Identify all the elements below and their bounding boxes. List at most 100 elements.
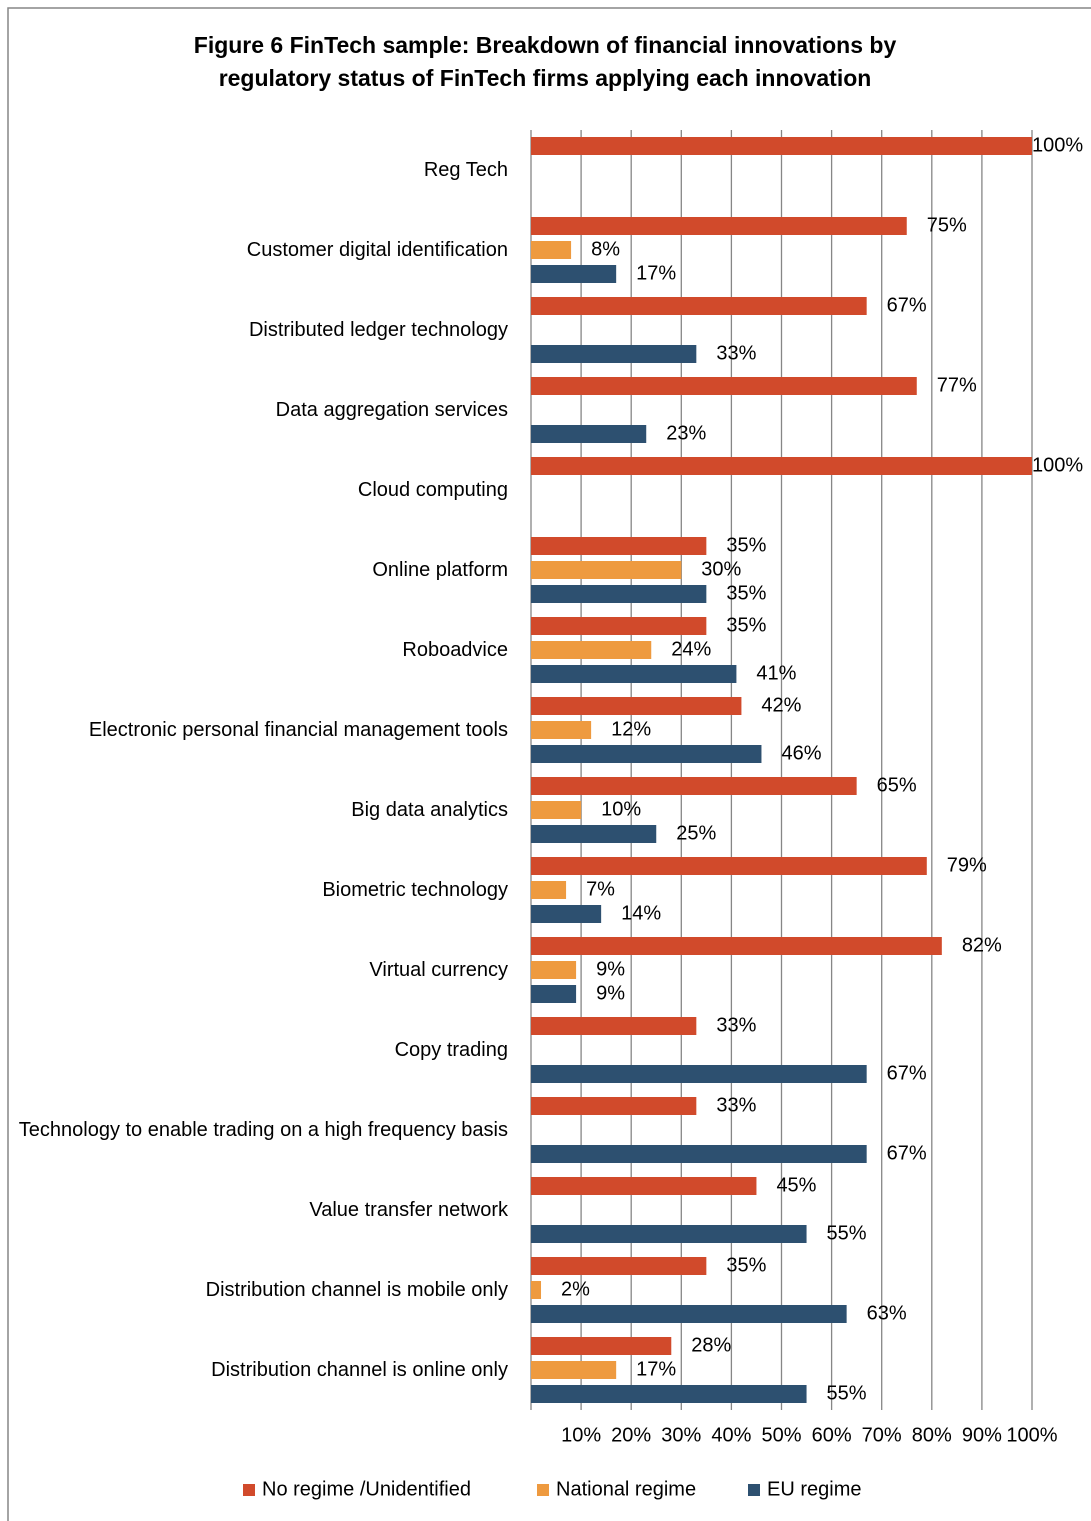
data-label: 10% <box>601 798 641 820</box>
category-label: Customer digital identification <box>246 239 508 261</box>
bar <box>531 345 697 363</box>
category-label: Copy trading <box>394 1039 508 1061</box>
data-label: 55% <box>827 1222 867 1244</box>
category-label: Distribution channel is online only <box>211 1359 508 1381</box>
bar <box>531 217 907 235</box>
legend-swatch <box>243 1484 255 1496</box>
legend-label: National regime <box>556 1478 696 1500</box>
data-label: 42% <box>761 694 801 716</box>
data-label: 2% <box>561 1278 590 1300</box>
bar <box>531 857 927 875</box>
bar <box>531 1305 847 1323</box>
bar <box>531 665 737 683</box>
category-label: Value transfer network <box>309 1199 508 1221</box>
bar <box>531 641 652 659</box>
data-label: 35% <box>726 582 766 604</box>
bar <box>531 585 707 603</box>
data-label: 35% <box>726 614 766 636</box>
category-label: Biometric technology <box>322 879 508 901</box>
bar <box>531 457 1032 475</box>
x-tick-label: 70% <box>862 1424 902 1446</box>
bar <box>531 937 942 955</box>
chart-title: Figure 6 FinTech sample: Breakdown of fi… <box>194 32 897 58</box>
x-tick-label: 10% <box>561 1424 601 1446</box>
data-label: 17% <box>636 1358 676 1380</box>
data-label: 9% <box>596 982 625 1004</box>
legend-label: No regime /Unidentified <box>262 1478 471 1500</box>
category-label: Roboadvice <box>402 639 508 661</box>
category-label: Cloud computing <box>357 479 508 501</box>
data-label: 28% <box>691 1334 731 1356</box>
bar <box>531 801 582 819</box>
data-label: 63% <box>867 1302 907 1324</box>
category-label: Electronic personal financial management… <box>88 719 508 741</box>
legend-swatch <box>537 1484 549 1496</box>
bar <box>531 561 682 579</box>
x-tick-label: 100% <box>1006 1424 1057 1446</box>
bar <box>531 1097 697 1115</box>
data-label: 14% <box>621 902 661 924</box>
x-tick-label: 30% <box>661 1424 701 1446</box>
category-label: Distributed ledger technology <box>248 319 508 341</box>
data-label: 9% <box>596 958 625 980</box>
bar <box>531 1177 757 1195</box>
bar <box>531 881 567 899</box>
category-label: Virtual currency <box>369 959 508 981</box>
data-label: 46% <box>781 742 821 764</box>
data-label: 65% <box>877 774 917 796</box>
category-label: Reg Tech <box>423 159 508 181</box>
bar <box>531 777 857 795</box>
bar <box>531 1065 867 1083</box>
data-label: 100% <box>1032 134 1083 156</box>
data-label: 35% <box>726 534 766 556</box>
category-label: Data aggregation services <box>275 399 508 421</box>
bar <box>531 1145 867 1163</box>
data-label: 33% <box>716 1014 756 1036</box>
x-tick-label: 40% <box>711 1424 751 1446</box>
data-label: 17% <box>636 262 676 284</box>
data-label: 33% <box>716 342 756 364</box>
bar <box>531 1281 542 1299</box>
bar <box>531 1385 807 1403</box>
bar <box>531 377 917 395</box>
chart-title: regulatory status of FinTech firms apply… <box>219 65 872 91</box>
bar <box>531 265 617 283</box>
data-label: 67% <box>887 1142 927 1164</box>
bar <box>531 537 707 555</box>
data-label: 12% <box>611 718 651 740</box>
x-tick-label: 50% <box>761 1424 801 1446</box>
data-label: 8% <box>591 238 620 260</box>
bar <box>531 297 867 315</box>
category-label: Online platform <box>372 559 508 581</box>
data-label: 7% <box>586 878 615 900</box>
bar <box>531 961 577 979</box>
data-label: 25% <box>676 822 716 844</box>
data-label: 30% <box>701 558 741 580</box>
x-tick-label: 60% <box>812 1424 852 1446</box>
data-label: 55% <box>827 1382 867 1404</box>
x-tick-label: 90% <box>962 1424 1002 1446</box>
legend-swatch <box>748 1484 760 1496</box>
data-label: 77% <box>937 374 977 396</box>
bar <box>531 1257 707 1275</box>
data-label: 45% <box>776 1174 816 1196</box>
data-label: 75% <box>927 214 967 236</box>
legend-label: EU regime <box>767 1478 861 1500</box>
bar <box>531 425 647 443</box>
bar <box>531 721 592 739</box>
bar <box>531 1361 617 1379</box>
bar <box>531 137 1032 155</box>
x-tick-label: 20% <box>611 1424 651 1446</box>
category-label: Technology to enable trading on a high f… <box>18 1119 508 1141</box>
data-label: 41% <box>756 662 796 684</box>
bar <box>531 745 762 763</box>
bar <box>531 241 572 259</box>
bar <box>531 1017 697 1035</box>
data-label: 24% <box>671 638 711 660</box>
x-tick-label: 80% <box>912 1424 952 1446</box>
bar <box>531 617 707 635</box>
data-label: 67% <box>887 1062 927 1084</box>
data-label: 100% <box>1032 454 1083 476</box>
